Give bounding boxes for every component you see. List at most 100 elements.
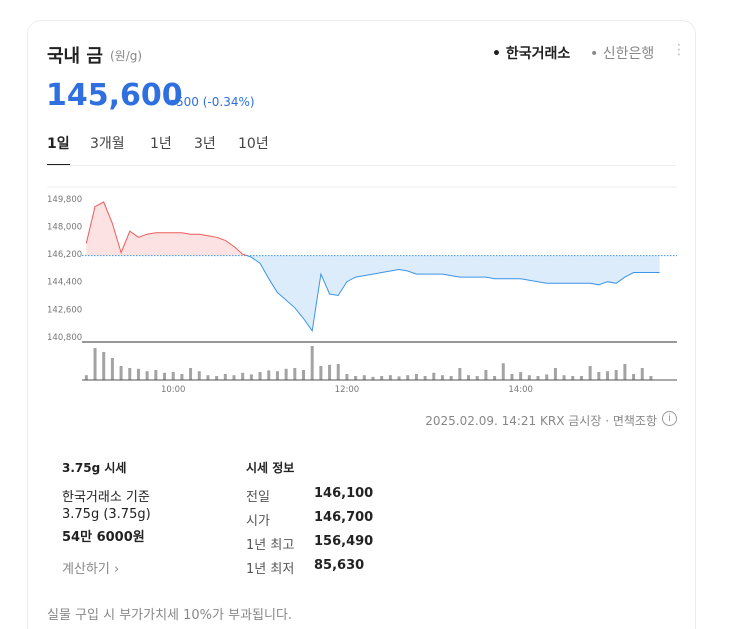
- volume-bar: [119, 366, 123, 380]
- volume-bar: [241, 372, 245, 380]
- change-value: 500 (-0.34%): [176, 95, 255, 109]
- info-price: 54만 6000원: [62, 530, 145, 545]
- volume-bar: [223, 374, 227, 380]
- volume-bar: [484, 370, 488, 380]
- price-change: ▾500 (-0.34%): [170, 95, 255, 109]
- volume-bar: [102, 352, 106, 380]
- volume-bar: [371, 376, 375, 380]
- volume-bar: [632, 374, 636, 380]
- volume-bar: [649, 376, 653, 380]
- volume-bar: [362, 375, 366, 380]
- volume-bar: [354, 376, 358, 380]
- volume-bar: [423, 376, 427, 380]
- volume-bar: [388, 375, 392, 380]
- volume-bar: [197, 371, 201, 380]
- volume-bar: [310, 346, 314, 380]
- volume-bar: [267, 370, 271, 380]
- row-value: 146,700: [314, 510, 374, 525]
- info-icon[interactable]: i: [662, 411, 677, 426]
- volume-bar: [414, 374, 418, 380]
- source-label: 한국거래소: [505, 46, 571, 62]
- y-tick-label: 140,800: [47, 333, 82, 343]
- volume-bar: [475, 376, 479, 380]
- volume-bar: [258, 372, 262, 380]
- x-tick-label: 14:00: [508, 385, 533, 395]
- price-chart: 149,800 148,000 146,200 144,400 142,600 140,8…: [47, 186, 677, 395]
- volume-bar: [640, 368, 644, 380]
- source-label: 신한은행: [602, 46, 655, 62]
- volume-bar: [249, 374, 253, 380]
- volume-bar: [328, 364, 332, 380]
- price-area: [86, 202, 660, 331]
- volume-bar: [136, 368, 140, 380]
- info-basis: 한국거래소 기준: [62, 490, 150, 505]
- period-tab[interactable]: 10년: [238, 136, 269, 152]
- stamp: 2025.02.09. 14:21 KRX 금시장: [425, 414, 602, 428]
- volume-bar: [232, 375, 236, 380]
- row-value: 156,490: [314, 534, 374, 549]
- calc-link[interactable]: 계산하기 ›: [62, 562, 120, 577]
- volume-bar: [606, 371, 610, 380]
- volume-bar: [189, 368, 193, 380]
- volume-bar: [301, 370, 305, 380]
- row-label: 1년 최저: [246, 562, 295, 577]
- x-tick-label: 10:00: [161, 385, 186, 395]
- divider: [47, 165, 676, 166]
- volume-bar: [336, 364, 340, 380]
- volume-bar: [432, 372, 436, 380]
- price-line: [85, 201, 660, 333]
- volume-bar: [275, 371, 279, 380]
- period-tab[interactable]: 3년: [194, 136, 216, 152]
- row-label: 시가: [246, 514, 270, 529]
- volume-bar: [562, 375, 566, 380]
- disclaimer[interactable]: 면책조항: [612, 414, 657, 428]
- volume-bar: [579, 376, 583, 380]
- period-tab[interactable]: 3개월: [90, 136, 125, 152]
- volume-bar: [93, 348, 97, 380]
- volume-bar: [467, 375, 471, 380]
- volume-bar: [553, 368, 557, 380]
- volume-bar: [163, 372, 167, 380]
- period-tab[interactable]: 1년: [150, 136, 172, 152]
- source-tab[interactable]: • 한국거래소: [492, 46, 571, 62]
- volume-bar: [171, 372, 175, 380]
- volume-bar: [440, 375, 444, 380]
- volume-bar: [536, 376, 540, 380]
- volume-bar: [519, 372, 523, 380]
- volume-bar: [458, 368, 462, 380]
- volume-bar: [380, 376, 384, 380]
- volume-bar: [284, 368, 288, 380]
- more-menu[interactable]: ⋮: [672, 42, 686, 58]
- note: 실물 구입 시 부가가치세 10%가 부과됩니다.: [47, 608, 293, 623]
- calc-label: 계산하기: [62, 562, 110, 577]
- period-tab[interactable]: 1일: [47, 136, 70, 152]
- volume-bar: [493, 376, 497, 380]
- row-value: 146,100: [314, 486, 374, 501]
- source-tab[interactable]: • 신한은행: [590, 46, 655, 62]
- y-tick-label: 142,600: [47, 305, 82, 315]
- y-tick-label: 146,200: [47, 250, 82, 260]
- row-label: 전일: [246, 490, 270, 505]
- y-tick-label: 149,800: [47, 195, 82, 205]
- volume-bar: [293, 368, 297, 380]
- volume-bar: [128, 368, 132, 380]
- volume-bar: [597, 372, 601, 380]
- volume-bar: [145, 371, 149, 380]
- volume-bar: [623, 364, 627, 380]
- volume-bar: [206, 375, 210, 380]
- x-tick-label: 12:00: [335, 385, 360, 395]
- volume-bar: [501, 363, 505, 380]
- y-tick-label: 148,000: [47, 223, 82, 233]
- volume-bar: [319, 366, 323, 380]
- current-price: 145,600: [46, 78, 183, 113]
- card: [27, 20, 696, 629]
- volume-bar: [571, 376, 575, 380]
- volume-bar: [527, 375, 531, 380]
- title: 국내 금: [47, 46, 103, 67]
- volume-bar: [84, 375, 88, 380]
- info-title: 3.75g 시세: [62, 461, 127, 475]
- timestamp: 2025.02.09. 14:21 KRX 금시장 · 면책조항: [425, 414, 657, 428]
- row-value: 85,630: [314, 558, 365, 573]
- volume-bar: [215, 376, 219, 380]
